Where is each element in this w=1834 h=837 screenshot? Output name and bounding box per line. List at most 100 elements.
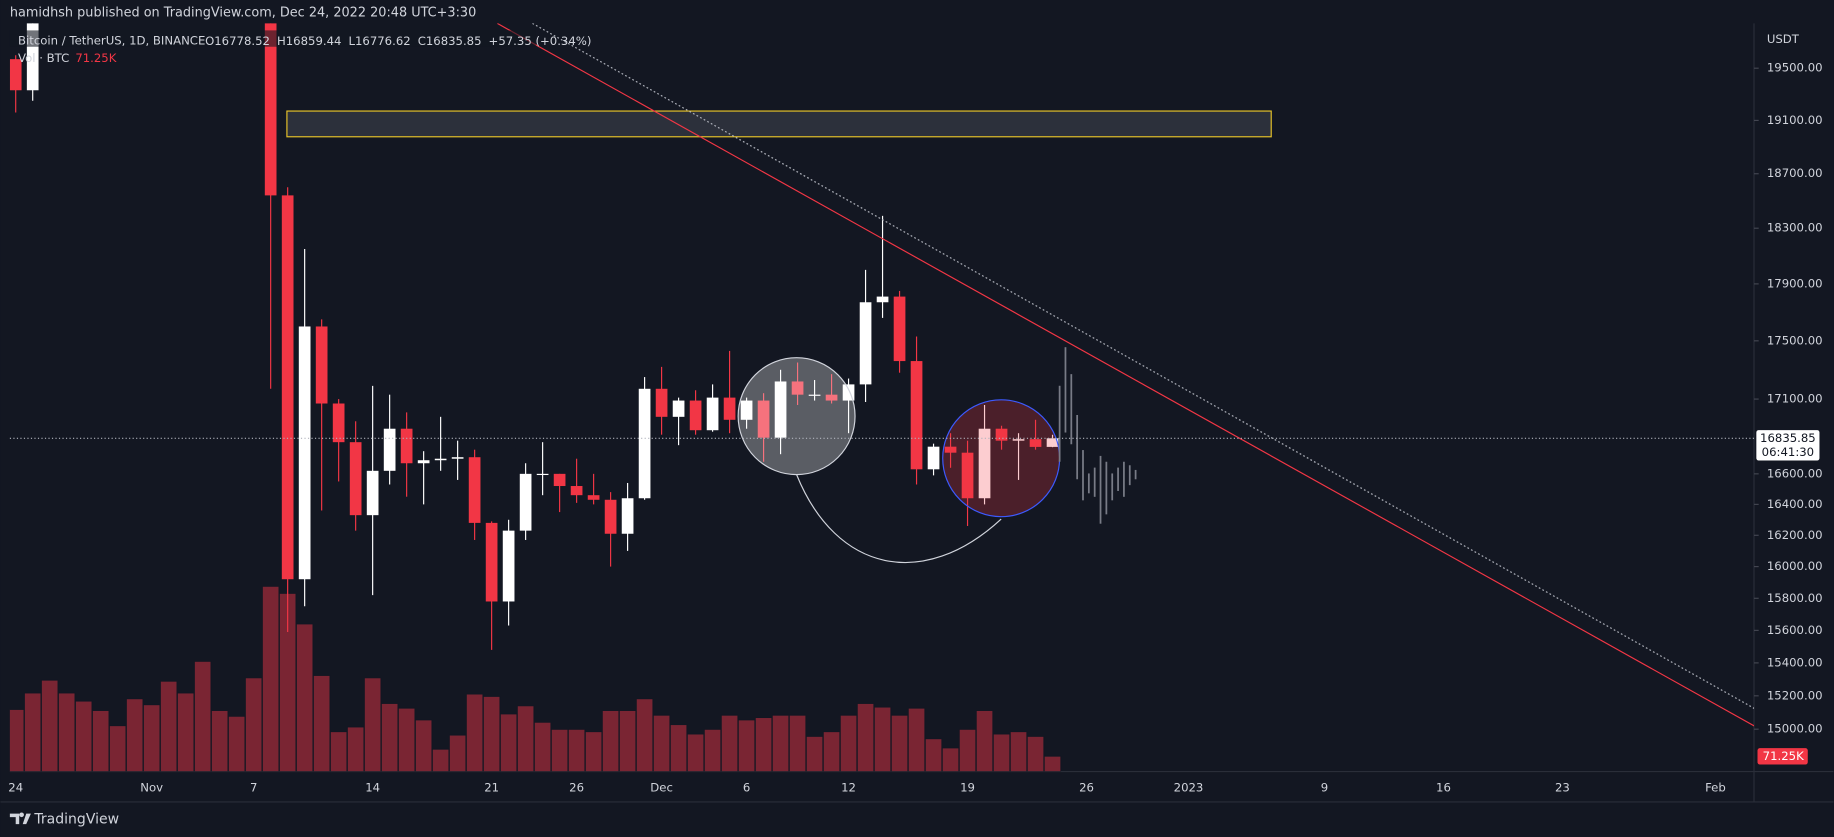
- candle-body: [332, 403, 345, 443]
- brand-name: TradingView: [33, 811, 119, 827]
- y-tick-label: 15400.00: [1767, 655, 1823, 669]
- candle-body: [553, 473, 566, 487]
- plot: [9, 23, 1062, 772]
- candle-body: [706, 397, 719, 431]
- volume-bar: [1043, 755, 1062, 772]
- candle-body: [315, 326, 328, 404]
- candle-body: [740, 400, 753, 420]
- y-tick-label: 16600.00: [1767, 466, 1823, 480]
- trend-line: [497, 23, 1754, 727]
- candle-body: [842, 384, 855, 401]
- candle-body: [298, 326, 311, 580]
- volume-bar: [551, 729, 569, 772]
- ohlc-item: L16776.62: [348, 33, 410, 47]
- volume-marker-box: [1757, 748, 1808, 765]
- ohlc-item: +57.35 (+0.34%): [489, 33, 592, 47]
- resistance-box: [286, 110, 1272, 138]
- volume-bar: [296, 623, 314, 772]
- last-price-box: [1756, 430, 1820, 461]
- candle-body: [604, 499, 617, 534]
- y-tick-label: 18700.00: [1767, 166, 1823, 180]
- y-tick-label: 15800.00: [1767, 591, 1823, 605]
- volume-bar: [721, 714, 739, 772]
- y-tick-label: 16200.00: [1767, 528, 1823, 542]
- volume-bar: [398, 707, 416, 772]
- highlight-circle: [737, 357, 856, 476]
- volume-bar: [908, 707, 926, 772]
- volume-bar: [75, 700, 93, 772]
- volume-bar: [1010, 731, 1028, 772]
- y-tick-label: 16400.00: [1767, 497, 1823, 511]
- volume-bar: [9, 709, 25, 772]
- candle-body: [468, 457, 481, 523]
- candle-body: [26, 23, 39, 91]
- candle-body: [536, 473, 549, 476]
- candle-body: [893, 296, 906, 362]
- volume-bar: [993, 733, 1011, 772]
- x-tick-label: 9: [1321, 780, 1328, 794]
- volume-bar: [211, 710, 229, 772]
- y-tick-label: 15600.00: [1767, 623, 1823, 637]
- volume-bar: [840, 714, 858, 772]
- candle-body: [383, 428, 396, 471]
- candle-body: [825, 394, 838, 401]
- volume-bar: [670, 724, 688, 772]
- volume-bar: [619, 710, 637, 772]
- candle-body: [570, 486, 583, 496]
- x-tick-label: 12: [841, 780, 856, 794]
- candle-body: [1046, 438, 1059, 447]
- volume-bar: [92, 710, 110, 772]
- volume-marker-label: 71.25K: [1763, 749, 1804, 763]
- symbol: Bitcoin / TetherUS, 1D, BINANCE: [18, 33, 205, 47]
- drawings: [286, 23, 1754, 727]
- candle-body: [791, 381, 804, 395]
- x-tick-label: Nov: [140, 780, 163, 794]
- volume-bar: [755, 717, 773, 772]
- brand-logo: [9, 812, 31, 825]
- y-tick-label: 17900.00: [1767, 276, 1823, 290]
- candle-body: [1012, 439, 1025, 441]
- currency: USDT: [1767, 32, 1800, 46]
- volume-bar: [704, 729, 722, 772]
- x-tick-label: 19: [960, 780, 975, 794]
- candle-body: [366, 470, 379, 516]
- candle-body: [910, 361, 923, 470]
- candle-body: [519, 473, 532, 531]
- candle-body: [757, 400, 770, 438]
- ohlc-item: O16778.52: [205, 33, 270, 47]
- volume-value: 71.25K: [75, 51, 116, 65]
- volume-bar: [959, 729, 977, 772]
- volume-title: Vol · BTC: [18, 51, 69, 65]
- volume-bar: [415, 719, 433, 772]
- y-tick-label: 17500.00: [1767, 333, 1823, 347]
- candle-body: [672, 400, 685, 417]
- x-tick-label: 14: [365, 780, 380, 794]
- volume-bar: [806, 736, 824, 772]
- candle-body: [451, 457, 464, 459]
- volume-bar: [687, 733, 705, 772]
- x-tick-label: 6: [743, 780, 750, 794]
- candle-body: [485, 522, 498, 602]
- projection: [1058, 347, 1137, 524]
- volume-bar: [143, 704, 161, 772]
- y-tick-label: 18300.00: [1767, 221, 1823, 235]
- candle-body: [638, 388, 651, 499]
- candle-body: [434, 458, 447, 461]
- volume-bar: [245, 677, 263, 772]
- volume-bar: [568, 729, 586, 772]
- candle-body: [655, 388, 668, 417]
- volume-marker: 71.25K: [1757, 748, 1808, 765]
- volume-bar: [585, 731, 603, 772]
- volume-bar: [891, 714, 909, 772]
- x-tick-label: 2023: [1174, 780, 1204, 794]
- volume-bar: [483, 696, 501, 772]
- volume-bar: [194, 661, 212, 772]
- volume-bar: [109, 725, 127, 772]
- volume-bar: [381, 703, 399, 772]
- volume-bar: [347, 726, 365, 772]
- volume-bar: [772, 714, 790, 772]
- volume-bar: [636, 698, 654, 772]
- candle-body: [808, 394, 821, 396]
